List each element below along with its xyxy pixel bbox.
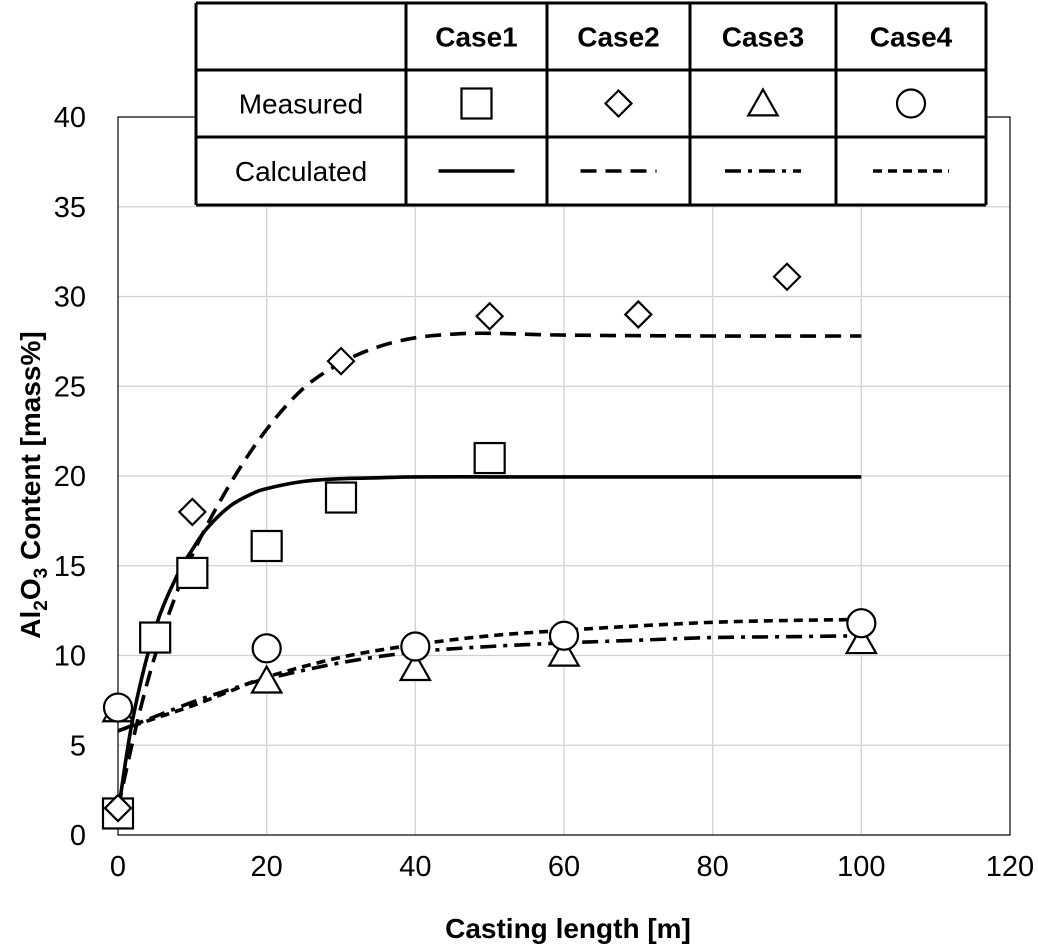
data-point-case2 (475, 301, 505, 331)
data-point-case2 (103, 793, 133, 823)
legend-row-label-calculated: Calculated (235, 156, 367, 187)
y-tick-label: 25 (54, 371, 86, 403)
calculated-line-case4 (117, 617, 862, 733)
x-tick-labels: 0 20 40 60 80 100 120 (110, 851, 1034, 883)
y-tick-labels: 0 5 10 15 20 25 30 35 40 (54, 102, 86, 852)
data-point-case4 (251, 633, 282, 664)
legend-row-label-measured: Measured (239, 89, 364, 120)
calculated-curves (116, 331, 862, 814)
calculated-line-case2 (116, 331, 862, 809)
data-point-case1 (473, 441, 506, 475)
legend-table-cells: Case1 Case2 Case3 Case4 Measured Calculated (235, 22, 953, 188)
y-axis-title: Al2O3 Content [mass%] (15, 331, 52, 638)
y-axis-title-part: Al (15, 611, 46, 639)
y-axis-title-part: Content [mass%] (15, 331, 46, 567)
x-axis-title: Casting length [m] (445, 913, 691, 944)
x-tick-label: 120 (986, 851, 1034, 883)
data-point-case3 (547, 637, 581, 667)
data-point-case4 (400, 631, 431, 662)
data-point-case2 (772, 262, 802, 292)
data-point-case4 (102, 692, 134, 723)
legend-header-case3: Case3 (722, 22, 805, 53)
data-point-case4 (548, 620, 580, 651)
data-point-case3 (844, 624, 878, 655)
y-tick-label: 10 (54, 641, 86, 673)
y-tick-label: 40 (54, 102, 86, 134)
calculated-line-case1 (116, 475, 862, 814)
legend-header-case4: Case4 (870, 22, 953, 53)
y-axis-title-part: O (15, 578, 46, 600)
legend-table-grid (194, 1, 988, 207)
y-tick-label: 5 (70, 730, 86, 762)
data-point-case3 (398, 651, 432, 682)
data-point-case1 (176, 556, 209, 590)
legend-marker-case4 (895, 88, 927, 119)
x-tick-label: 80 (697, 851, 729, 883)
legend-table: Case1 Case2 Case3 Case4 Measured Calculated (194, 1, 988, 207)
calculated-line-case3 (117, 634, 862, 733)
y-tick-label: 30 (54, 282, 86, 314)
legend-marker-case2 (603, 88, 634, 119)
measured-markers (101, 262, 878, 830)
y-axis-title-part: 3 (31, 568, 52, 579)
x-tick-label: 40 (399, 851, 431, 883)
legend-marker-case1 (460, 87, 493, 120)
legend-marker-case3 (746, 87, 780, 117)
data-point-case3 (250, 664, 284, 694)
y-tick-label: 0 (70, 820, 86, 852)
data-point-case1 (139, 621, 172, 654)
x-tick-label: 20 (251, 851, 283, 883)
x-tick-label: 100 (837, 851, 885, 883)
y-tick-label: 35 (54, 192, 86, 224)
data-point-case2 (177, 497, 207, 527)
y-axis-title-part: 2 (31, 600, 52, 611)
x-tick-label: 60 (548, 851, 580, 883)
data-point-case1 (324, 481, 358, 514)
y-tick-label: 20 (54, 461, 86, 493)
data-point-case4 (846, 608, 877, 639)
data-point-case1 (250, 529, 283, 563)
data-point-case2 (326, 346, 356, 376)
legend-header-case2: Case2 (577, 22, 660, 53)
y-tick-label: 15 (54, 551, 86, 583)
data-point-case2 (623, 299, 653, 330)
legend-header-case1: Case1 (435, 22, 518, 53)
x-tick-label: 0 (110, 851, 126, 883)
